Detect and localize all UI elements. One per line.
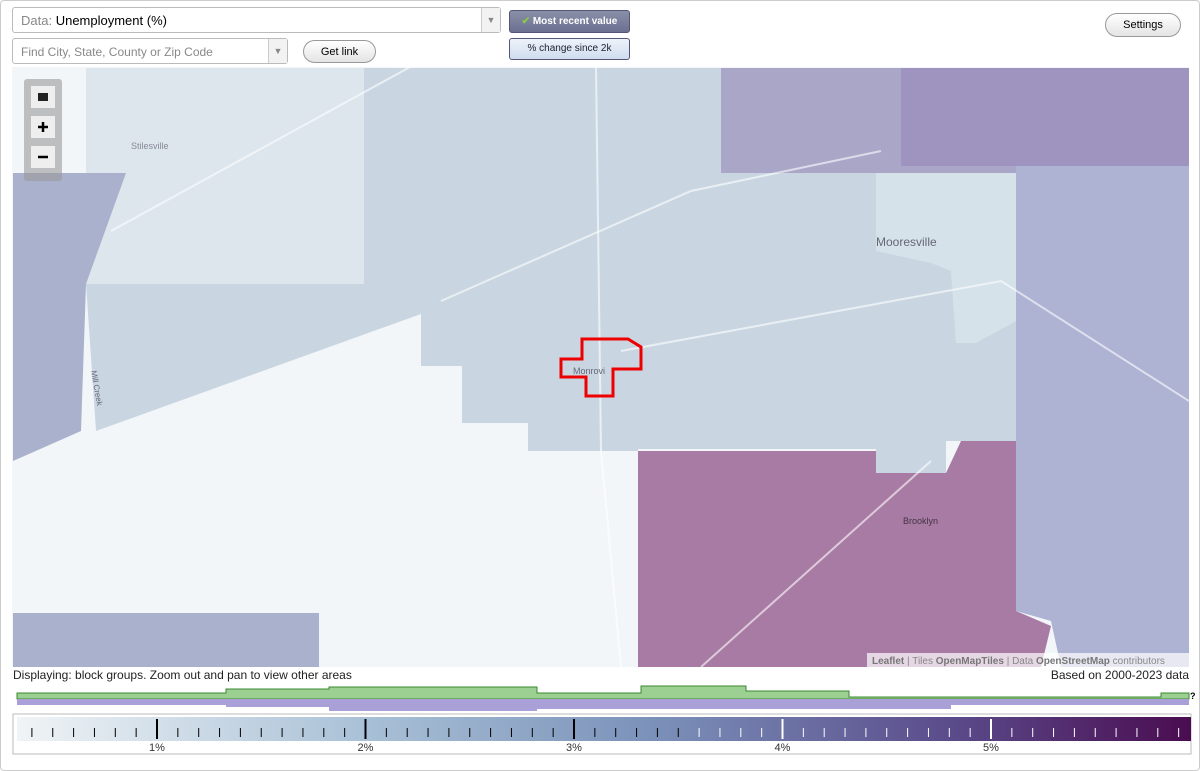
legend-tick-label: 5% <box>983 742 999 754</box>
data-label: Data: <box>21 13 53 28</box>
legend-scale <box>17 717 1191 741</box>
place-label: Mooresville <box>876 235 937 249</box>
search-box[interactable]: Find City, State, County or Zip Code ▼ <box>12 38 288 64</box>
displaying-text: Displaying: block groups. Zoom out and p… <box>13 668 352 682</box>
legend-tick-label: 3% <box>566 742 582 754</box>
legend: ? 1% 2% 3% 4% 5% <box>12 685 1196 755</box>
region <box>1016 166 1189 667</box>
region <box>638 441 1051 667</box>
settings-button[interactable]: Settings <box>1105 13 1181 37</box>
place-label: Stilesville <box>131 141 169 151</box>
select-arrow: ▼ <box>481 8 500 32</box>
search-placeholder: Find City, State, County or Zip Code <box>21 45 213 59</box>
data-select[interactable]: Data: Unemployment (%) ▼ <box>12 7 501 33</box>
region <box>876 173 1016 343</box>
help-icon[interactable]: ? <box>1190 691 1196 701</box>
data-value: Unemployment (%) <box>55 13 167 28</box>
attribution-bg <box>867 653 1189 667</box>
histogram-past <box>17 699 1189 711</box>
histogram-recent <box>16 685 1190 700</box>
legend-tick-label: 4% <box>775 742 791 754</box>
based-on-text: Based on 2000-2023 data <box>1050 668 1189 682</box>
attr-text: contributors <box>1113 656 1165 667</box>
attr-text: Data <box>1012 656 1034 667</box>
attr-link[interactable]: Leaflet <box>872 656 905 667</box>
attribution: Leaflet | Tiles OpenMapTiles | Data Open… <box>872 656 1165 667</box>
change-toggle[interactable]: % change since 2k <box>509 38 630 60</box>
region <box>86 68 364 284</box>
attr-link[interactable]: OpenMapTiles <box>936 656 1005 667</box>
selected-area <box>559 337 643 398</box>
attr-text: Tiles <box>912 656 933 667</box>
attr-link[interactable]: OpenStreetMap <box>1036 656 1110 667</box>
search-arrow: ▼ <box>268 39 287 63</box>
map[interactable]: Stilesville Mooresville Monrovi Brooklyn… <box>12 67 1189 667</box>
region <box>86 68 1016 473</box>
region <box>13 173 126 461</box>
get-link-button[interactable]: Get link <box>303 40 376 63</box>
icon <box>38 122 48 132</box>
most-recent-toggle[interactable]: ✔ Most recent value <box>509 10 630 33</box>
place-label: Brooklyn <box>903 516 938 526</box>
place-label: Monrovi <box>573 366 605 376</box>
region <box>13 613 319 667</box>
icon <box>38 93 48 101</box>
legend-tick-label: 2% <box>358 742 374 754</box>
region <box>901 68 1189 166</box>
most-recent-text: Most recent value <box>532 16 618 27</box>
legend-tick-label: 1% <box>149 742 165 754</box>
roads <box>110 67 1189 667</box>
